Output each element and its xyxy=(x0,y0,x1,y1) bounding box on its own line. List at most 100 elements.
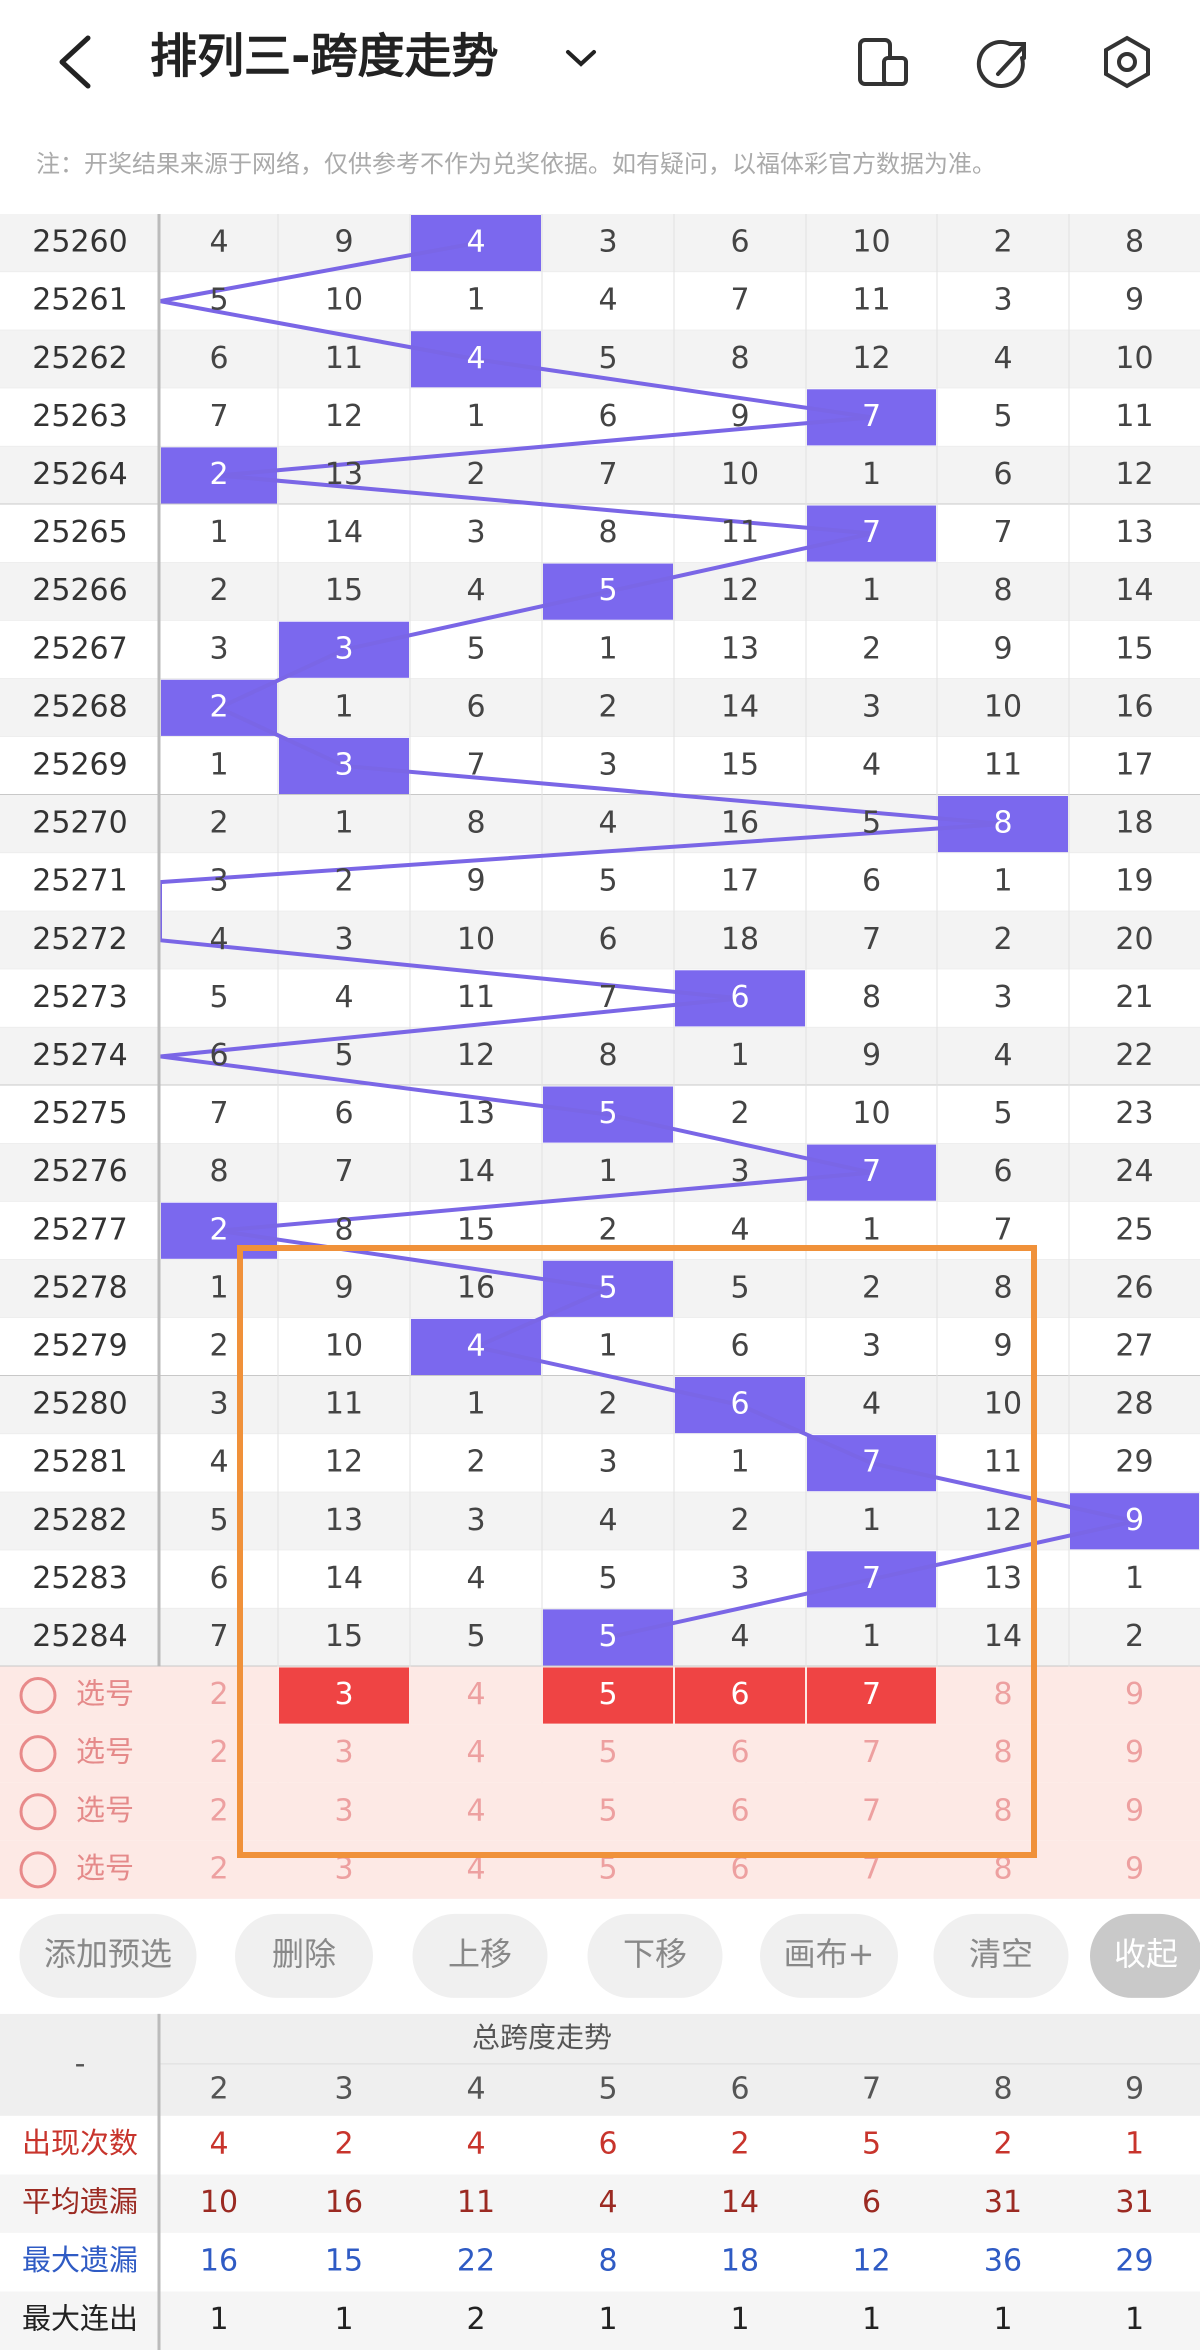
omission-value: 8 xyxy=(1125,225,1144,260)
omission-value: 1 xyxy=(209,515,228,550)
selection-number[interactable]: 7 xyxy=(862,1851,881,1886)
selection-number[interactable]: 3 xyxy=(334,1735,353,1770)
omission-value: 4 xyxy=(993,1038,1012,1073)
omission-value: 4 xyxy=(598,283,617,318)
issue-number: 25282 xyxy=(32,1503,127,1538)
issue-number: 25270 xyxy=(32,806,127,841)
hit-value: 3 xyxy=(334,631,353,666)
omission-value: 3 xyxy=(598,225,617,260)
button-label[interactable]: 上移 xyxy=(448,1935,512,1973)
button-label[interactable]: 下移 xyxy=(623,1935,687,1973)
select-radio[interactable] xyxy=(19,1677,57,1715)
button-label[interactable]: 收起 xyxy=(1114,1935,1178,1973)
action-button[interactable] xyxy=(19,1913,197,1998)
selection-number[interactable]: 9 xyxy=(1125,1735,1144,1770)
omission-value: 9 xyxy=(862,1038,881,1073)
selection-number[interactable]: 9 xyxy=(1125,1793,1144,1828)
omission-value: 1 xyxy=(598,1154,617,1189)
selection-number[interactable]: 4 xyxy=(466,1735,485,1770)
selection-number[interactable]: 8 xyxy=(993,1793,1012,1828)
omission-value: 11 xyxy=(852,283,890,318)
action-button[interactable] xyxy=(587,1913,723,1998)
selection-number[interactable]: 9 xyxy=(1125,1851,1144,1886)
action-button[interactable] xyxy=(1090,1913,1200,1998)
hit-value: 4 xyxy=(466,1328,485,1363)
button-label[interactable]: 画布+ xyxy=(784,1935,875,1973)
selected-cell[interactable] xyxy=(279,1667,409,1724)
omission-value: 3 xyxy=(862,1328,881,1363)
selection-number[interactable]: 5 xyxy=(598,1677,617,1712)
device-icon[interactable] xyxy=(858,38,908,86)
selection-number[interactable]: 2 xyxy=(209,1677,228,1712)
selection-number[interactable]: 3 xyxy=(334,1677,353,1712)
selection-number[interactable]: 5 xyxy=(598,1851,617,1886)
selection-number[interactable]: 2 xyxy=(209,1851,228,1886)
issue-number: 25281 xyxy=(32,1445,127,1480)
omission-value: 3 xyxy=(993,283,1012,318)
selected-cell[interactable] xyxy=(807,1667,936,1724)
omission-value: 4 xyxy=(466,1561,485,1596)
action-button[interactable] xyxy=(760,1913,898,1998)
omission-value: 1 xyxy=(466,1387,485,1422)
omission-value: 2 xyxy=(1125,1619,1144,1654)
selection-number[interactable]: 8 xyxy=(993,1677,1012,1712)
omission-value: 2 xyxy=(730,1503,749,1538)
selection-number[interactable]: 8 xyxy=(993,1851,1012,1886)
selection-number[interactable]: 2 xyxy=(209,1793,228,1828)
share-icon[interactable] xyxy=(976,40,1026,88)
action-button[interactable] xyxy=(933,1913,1069,1998)
issue-number: 25264 xyxy=(32,457,127,492)
omission-value: 10 xyxy=(457,922,495,957)
selection-number[interactable]: 7 xyxy=(862,1677,881,1712)
settings-icon[interactable] xyxy=(1104,35,1150,89)
omission-value: 13 xyxy=(1115,515,1153,550)
omission-value: 1 xyxy=(862,1212,881,1247)
omission-value: 1 xyxy=(466,399,485,434)
select-radio[interactable] xyxy=(19,1793,57,1831)
selection-number[interactable]: 6 xyxy=(730,1735,749,1770)
omission-value: 2 xyxy=(209,806,228,841)
omission-value: 3 xyxy=(209,864,228,899)
hit-value: 5 xyxy=(598,1096,617,1131)
selection-number[interactable]: 2 xyxy=(209,1735,228,1770)
omission-value: 10 xyxy=(984,689,1022,724)
omission-value: 2 xyxy=(209,573,228,608)
omission-value: 1 xyxy=(862,457,881,492)
selection-number[interactable]: 8 xyxy=(993,1735,1012,1770)
selection-number[interactable]: 5 xyxy=(598,1793,617,1828)
action-button[interactable] xyxy=(412,1913,548,1998)
select-radio[interactable] xyxy=(19,1851,57,1889)
omission-value: 1 xyxy=(862,1503,881,1538)
selected-cell[interactable] xyxy=(675,1667,805,1724)
annotation-box xyxy=(237,1245,1037,1858)
omission-value: 14 xyxy=(984,1619,1022,1654)
selection-number[interactable]: 7 xyxy=(862,1735,881,1770)
button-label[interactable]: 清空 xyxy=(969,1935,1033,1973)
selection-number[interactable]: 4 xyxy=(466,1677,485,1712)
back-button[interactable] xyxy=(59,35,91,89)
select-radio[interactable] xyxy=(19,1735,57,1773)
omission-value: 4 xyxy=(334,980,353,1015)
omission-value: 1 xyxy=(862,573,881,608)
selection-number[interactable]: 3 xyxy=(334,1793,353,1828)
selection-number[interactable]: 9 xyxy=(1125,1677,1144,1712)
omission-value: 8 xyxy=(993,1270,1012,1305)
dropdown[interactable] xyxy=(566,50,596,67)
omission-value: 7 xyxy=(209,1619,228,1654)
selection-number[interactable]: 6 xyxy=(730,1677,749,1712)
selected-cell[interactable] xyxy=(543,1667,673,1724)
selection-number[interactable]: 6 xyxy=(730,1793,749,1828)
selection-number[interactable]: 7 xyxy=(862,1793,881,1828)
selection-number[interactable]: 4 xyxy=(466,1793,485,1828)
omission-value: 15 xyxy=(457,1212,495,1247)
omission-value: 6 xyxy=(993,457,1012,492)
selection-number[interactable]: 5 xyxy=(598,1735,617,1770)
selection-number[interactable]: 3 xyxy=(334,1851,353,1886)
omission-value: 12 xyxy=(457,1038,495,1073)
action-button[interactable] xyxy=(235,1913,373,1998)
omission-value: 3 xyxy=(209,1387,228,1422)
selection-number[interactable]: 4 xyxy=(466,1851,485,1886)
button-label[interactable]: 删除 xyxy=(272,1935,336,1973)
button-label[interactable]: 添加预选 xyxy=(44,1935,172,1973)
selection-number[interactable]: 6 xyxy=(730,1851,749,1886)
